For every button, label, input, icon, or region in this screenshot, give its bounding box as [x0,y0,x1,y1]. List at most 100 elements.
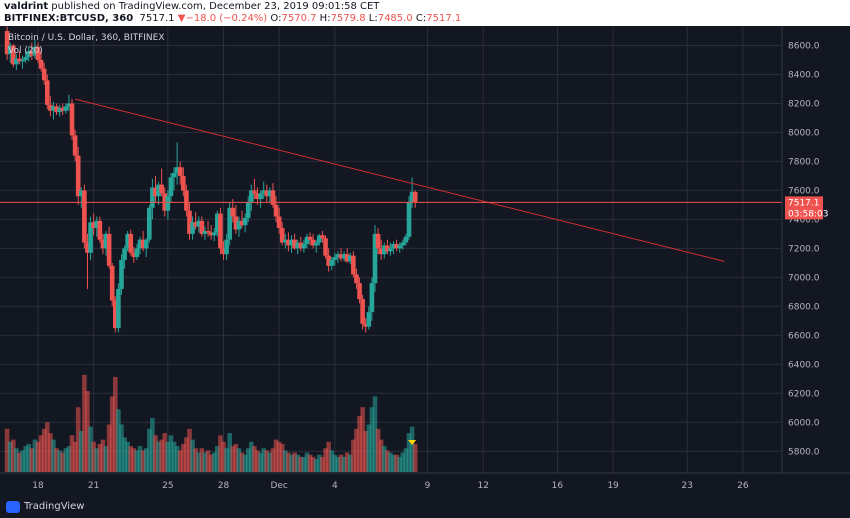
time-tick-label: 26 [737,481,749,491]
candle-body [276,216,282,229]
volume-bar [264,450,270,472]
price-tick-label: 6400.0 [788,360,820,370]
volume-bar [20,450,25,472]
chart-background [0,26,850,497]
volume-bar [17,452,22,472]
time-tick-label: 23 [682,481,693,491]
last-price-label: 7517.1 03:58:03 [785,196,828,220]
volume-bar [218,435,223,472]
volume-bar [165,441,171,472]
candle-body [85,242,90,253]
candle-body [143,239,149,249]
volume-bar [307,454,313,472]
close-value: 7517.1 [426,13,462,24]
candle-body [341,254,347,259]
volume-bar [332,454,338,472]
candle-body [252,190,257,194]
alert-marker-icon[interactable] [408,440,417,445]
candle-body [239,220,245,226]
candle-body [360,299,365,324]
price-axis[interactable]: 5800.0 6000.0 6200.0 6400.0 6600.0 6800.0 7000… [788,41,820,457]
author-name[interactable]: valdrint [4,1,49,12]
volume-bar [320,456,325,472]
candle-body [23,57,28,60]
volume-bar [215,446,220,472]
candle-body [344,254,350,262]
candle-body [264,190,270,197]
volume-bar [41,428,47,472]
volume-bar [338,454,344,472]
volume-bar [140,450,146,472]
candle-body [174,167,180,174]
volume-bar [66,446,72,472]
candle-body [165,196,171,211]
price-tick-label: 7600.0 [788,186,820,196]
volume-bar [137,446,143,472]
volume-bar [357,415,362,472]
volume-bar [245,448,251,472]
candle-body [270,190,276,205]
volume-bar [403,448,409,472]
candle-body [51,106,56,111]
candle-body [279,228,285,243]
countdown-label: 03:58:03 [788,209,828,219]
volume-bar [109,396,115,472]
volume-bar [295,454,301,472]
volume-bar [72,441,78,472]
volume-bar [385,450,390,472]
volume-bar [143,448,149,472]
candle-body [326,255,331,266]
volume-bar [378,439,384,472]
candle-body [245,202,251,218]
candle-body [301,244,307,249]
candle-body [378,248,384,255]
volume-bar [227,433,232,472]
volume-bar [252,446,257,472]
volume-bar [258,452,263,472]
price-chart[interactable]: 5800.0 6000.0 6200.0 6400.0 6600.0 6800.0 7000… [0,26,850,497]
candle-body [381,245,387,255]
candle-body [78,190,84,197]
candle-body [261,190,266,194]
candle-body [88,222,93,253]
candle-body [286,239,291,246]
candle-body [10,45,16,65]
candle-body [335,254,341,258]
volume-bar [304,452,310,472]
volume-bar [38,435,44,472]
grid-lines [0,26,782,473]
symbol-label: BITFINEX:BTCUSD, 360 [4,13,134,24]
trendline[interactable] [74,98,725,262]
footer: TradingView [0,497,850,518]
volume-bar [177,450,183,472]
time-tick-label: 28 [218,481,230,491]
volume-bar [292,452,297,472]
last-price: 7517.1 [139,13,175,24]
legend-volume[interactable]: Vol (20) [8,46,43,56]
candle-body [354,274,359,284]
candle-body [187,210,192,234]
volume-bar [273,439,279,472]
candle-body [156,184,161,197]
time-tick-label: Dec [270,481,287,491]
volume-bar [181,443,186,472]
volume-bar [134,450,140,472]
volume-bar [239,452,245,472]
volume-bar [35,441,41,472]
candle-body [112,300,118,329]
volume-bar [23,446,28,472]
published-line: valdrint published on TradingView.com, D… [4,1,379,12]
candle-body [372,233,378,284]
candle-body [103,233,109,249]
candle-body [48,104,53,111]
volume-bar [310,456,316,472]
candle-body [63,106,69,111]
legend-title[interactable]: Bitcoin / U.S. Dollar, 360, BITFINEX [8,33,165,43]
candle-body [329,259,335,266]
price-tick-label: 7400.0 [788,215,820,225]
price-tick-label: 7000.0 [788,273,820,283]
time-axis[interactable]: 18 21 25 28 Dec 4 9 12 16 19 23 26 [32,481,749,491]
price-tick-label: 7800.0 [788,157,820,167]
candle-body [385,245,390,252]
candle-body [72,135,78,156]
